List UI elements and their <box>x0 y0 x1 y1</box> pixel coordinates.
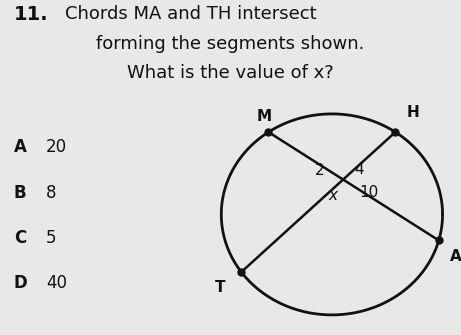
Text: 8: 8 <box>46 184 57 202</box>
Text: 4: 4 <box>355 161 364 177</box>
Text: 2: 2 <box>315 163 325 178</box>
Text: Chords MA and TH intersect: Chords MA and TH intersect <box>65 5 316 23</box>
Text: forming the segments shown.: forming the segments shown. <box>96 35 365 53</box>
Text: x: x <box>329 189 338 203</box>
Text: D: D <box>14 274 28 292</box>
Text: 40: 40 <box>46 274 67 292</box>
Text: C: C <box>14 229 26 247</box>
Text: A: A <box>450 249 461 264</box>
Text: 10: 10 <box>359 185 378 200</box>
Text: B: B <box>14 184 26 202</box>
Text: 20: 20 <box>46 138 67 156</box>
Text: What is the value of x?: What is the value of x? <box>127 64 334 82</box>
Text: H: H <box>407 105 420 120</box>
Text: T: T <box>215 280 225 295</box>
Text: 11.: 11. <box>14 5 48 24</box>
Text: 5: 5 <box>46 229 57 247</box>
Text: M: M <box>256 109 272 124</box>
Text: A: A <box>14 138 27 156</box>
